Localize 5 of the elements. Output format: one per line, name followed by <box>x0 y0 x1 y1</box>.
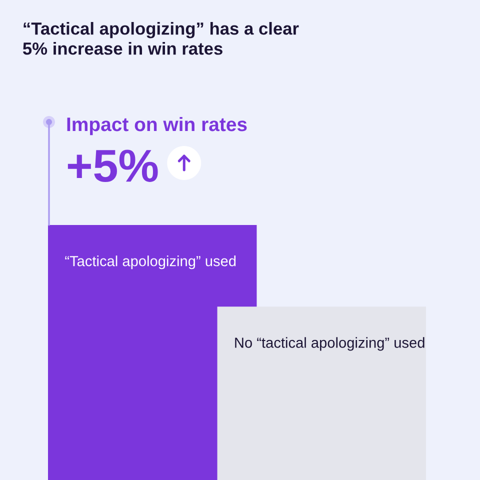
series-label: No “tactical apologizing” used <box>235 337 424 351</box>
series-label: “Tactical apologizing” used <box>65 256 236 270</box>
chart-title: “Tactical apologizing” has a clear 5% increase in win rates <box>22 22 299 55</box>
text: Impact on win rates <box>67 116 247 136</box>
text: +5% <box>68 150 158 182</box>
